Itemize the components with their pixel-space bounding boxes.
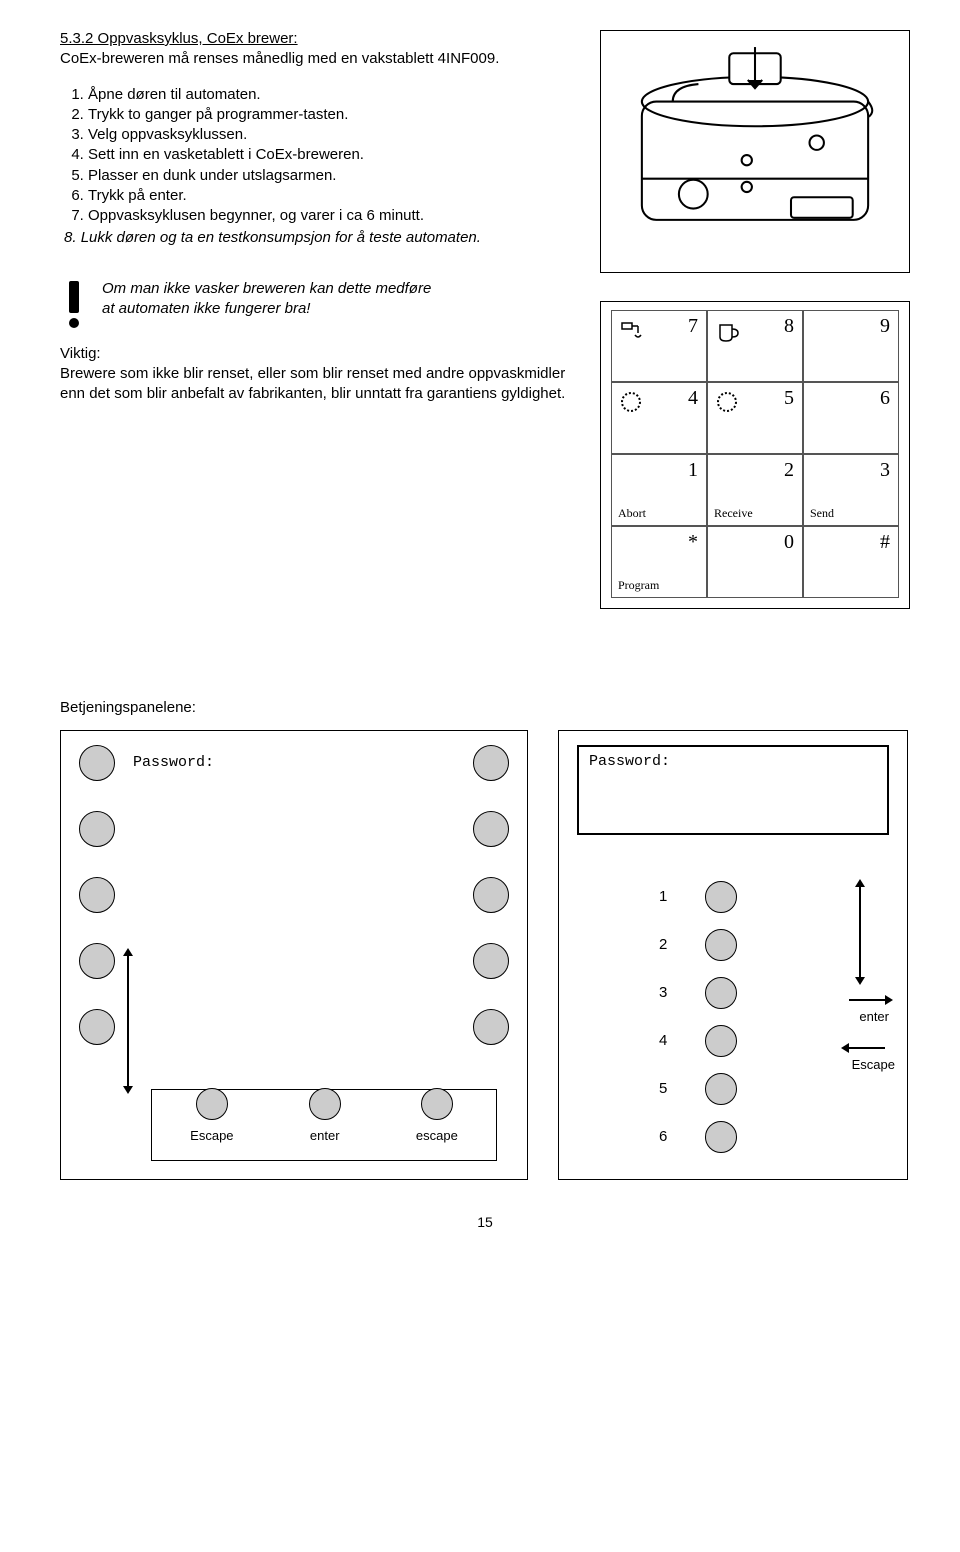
step-item: Oppvasksyklusen begynner, og varer i ca … bbox=[88, 206, 580, 226]
row-num: 1 bbox=[659, 888, 677, 905]
control-panel-b: Password: 1 2 3 4 5 6 enter Escape bbox=[558, 730, 908, 1180]
panel-button[interactable] bbox=[473, 1009, 509, 1045]
step-8-num: 8. bbox=[64, 229, 77, 246]
down-arrow-icon bbox=[859, 893, 861, 977]
row-num: 3 bbox=[659, 984, 677, 1001]
key-number: # bbox=[880, 531, 890, 554]
panel-button[interactable] bbox=[705, 1121, 737, 1153]
step-item: Trykk på enter. bbox=[88, 186, 580, 206]
keypad-key[interactable]: 0 bbox=[707, 526, 803, 598]
left-arrow-icon bbox=[849, 1047, 885, 1049]
password-label: Password: bbox=[133, 754, 214, 771]
row-num: 4 bbox=[659, 1032, 677, 1049]
warning-line-2: at automaten ikke fungerer bra! bbox=[102, 299, 431, 319]
right-arrow-icon bbox=[849, 999, 885, 1001]
panel-button[interactable] bbox=[705, 1025, 737, 1057]
key-number: 4 bbox=[688, 387, 698, 410]
section-title: 5.3.2 Oppvasksyklus, CoEx brewer: bbox=[60, 30, 580, 47]
page-number: 15 bbox=[60, 1214, 910, 1230]
panel-button[interactable] bbox=[196, 1088, 228, 1120]
keypad: 7 8 9 4 5 6 1 Abort 2 Receive 3 Send * Program 0 # bbox=[600, 301, 910, 609]
key-number: 0 bbox=[784, 531, 794, 554]
brewer-icon bbox=[611, 45, 899, 251]
key-number: 3 bbox=[880, 459, 890, 482]
key-number: 7 bbox=[688, 315, 698, 338]
keypad-key[interactable]: 8 bbox=[707, 310, 803, 382]
row-num: 2 bbox=[659, 936, 677, 953]
viktig-text: Brewere som ikke blir renset, eller som … bbox=[60, 364, 580, 405]
tap-icon bbox=[618, 317, 644, 348]
panel-button[interactable] bbox=[705, 1073, 737, 1105]
step-item: Trykk to ganger på programmer-tasten. bbox=[88, 105, 580, 125]
panel-a-bottom-bar: Escape enter escape bbox=[151, 1089, 497, 1161]
cup-icon bbox=[714, 317, 740, 348]
key-number: 6 bbox=[880, 387, 890, 410]
key-number: 2 bbox=[784, 459, 794, 482]
updown-arrow-icon bbox=[127, 956, 129, 1086]
step-list: Åpne døren til automaten. Trykk to gange… bbox=[60, 85, 580, 227]
keypad-key[interactable]: 2 Receive bbox=[707, 454, 803, 526]
section-intro: CoEx-breweren må renses månedlig med en … bbox=[60, 49, 580, 69]
keypad-key[interactable]: 9 bbox=[803, 310, 899, 382]
wreath-icon bbox=[618, 389, 644, 420]
enter-label: enter bbox=[859, 1009, 889, 1024]
row-num: 5 bbox=[659, 1080, 677, 1097]
warning-line-1: Om man ikke vasker breweren kan dette me… bbox=[102, 279, 431, 299]
panel-button[interactable] bbox=[473, 943, 509, 979]
panels-heading: Betjeningspanelene: bbox=[60, 699, 910, 716]
key-label: Program bbox=[618, 578, 659, 593]
key-number: 8 bbox=[784, 315, 794, 338]
key-number: * bbox=[688, 531, 698, 554]
panel-button[interactable] bbox=[473, 745, 509, 781]
keypad-key[interactable]: * Program bbox=[611, 526, 707, 598]
panel-button[interactable] bbox=[705, 881, 737, 913]
panel-button[interactable] bbox=[705, 929, 737, 961]
panel-button[interactable] bbox=[473, 811, 509, 847]
keypad-key[interactable]: 7 bbox=[611, 310, 707, 382]
panel-button[interactable] bbox=[79, 745, 115, 781]
escape-label: Escape bbox=[190, 1128, 233, 1143]
panel-button[interactable] bbox=[309, 1088, 341, 1120]
key-number: 5 bbox=[784, 387, 794, 410]
panel-button[interactable] bbox=[473, 877, 509, 913]
panel-button[interactable] bbox=[79, 877, 115, 913]
keypad-key[interactable]: 5 bbox=[707, 382, 803, 454]
step-item: Sett inn en vasketablett i CoEx-breweren… bbox=[88, 145, 580, 165]
exclamation-icon bbox=[60, 279, 88, 328]
panel-button[interactable] bbox=[79, 943, 115, 979]
step-item: Åpne døren til automaten. bbox=[88, 85, 580, 105]
control-panel-a: Password: Escape en bbox=[60, 730, 528, 1180]
row-num: 6 bbox=[659, 1128, 677, 1145]
viktig-label: Viktig: bbox=[60, 344, 580, 364]
wreath-icon bbox=[714, 389, 740, 420]
step-item: Velg oppvasksyklussen. bbox=[88, 125, 580, 145]
escape-label: Escape bbox=[852, 1057, 895, 1072]
brewer-diagram bbox=[600, 30, 910, 273]
key-label: Receive bbox=[714, 506, 753, 521]
enter-label: enter bbox=[310, 1128, 340, 1143]
key-label: Abort bbox=[618, 506, 646, 521]
keypad-key[interactable]: 3 Send bbox=[803, 454, 899, 526]
step-item: Plasser en dunk under utslagsarmen. bbox=[88, 166, 580, 186]
key-number: 9 bbox=[880, 315, 890, 338]
keypad-key[interactable]: 6 bbox=[803, 382, 899, 454]
keypad-key[interactable]: 4 bbox=[611, 382, 707, 454]
escape-label: escape bbox=[416, 1128, 458, 1143]
display-screen: Password: bbox=[577, 745, 889, 835]
key-label: Send bbox=[810, 506, 834, 521]
step-8: Lukk døren og ta en testkonsumpsjon for … bbox=[81, 229, 481, 246]
password-label: Password: bbox=[589, 753, 670, 770]
panel-button[interactable] bbox=[421, 1088, 453, 1120]
panel-button[interactable] bbox=[79, 811, 115, 847]
keypad-key[interactable]: 1 Abort bbox=[611, 454, 707, 526]
panel-button[interactable] bbox=[705, 977, 737, 1009]
key-number: 1 bbox=[688, 459, 698, 482]
keypad-key[interactable]: # bbox=[803, 526, 899, 598]
panel-button[interactable] bbox=[79, 1009, 115, 1045]
